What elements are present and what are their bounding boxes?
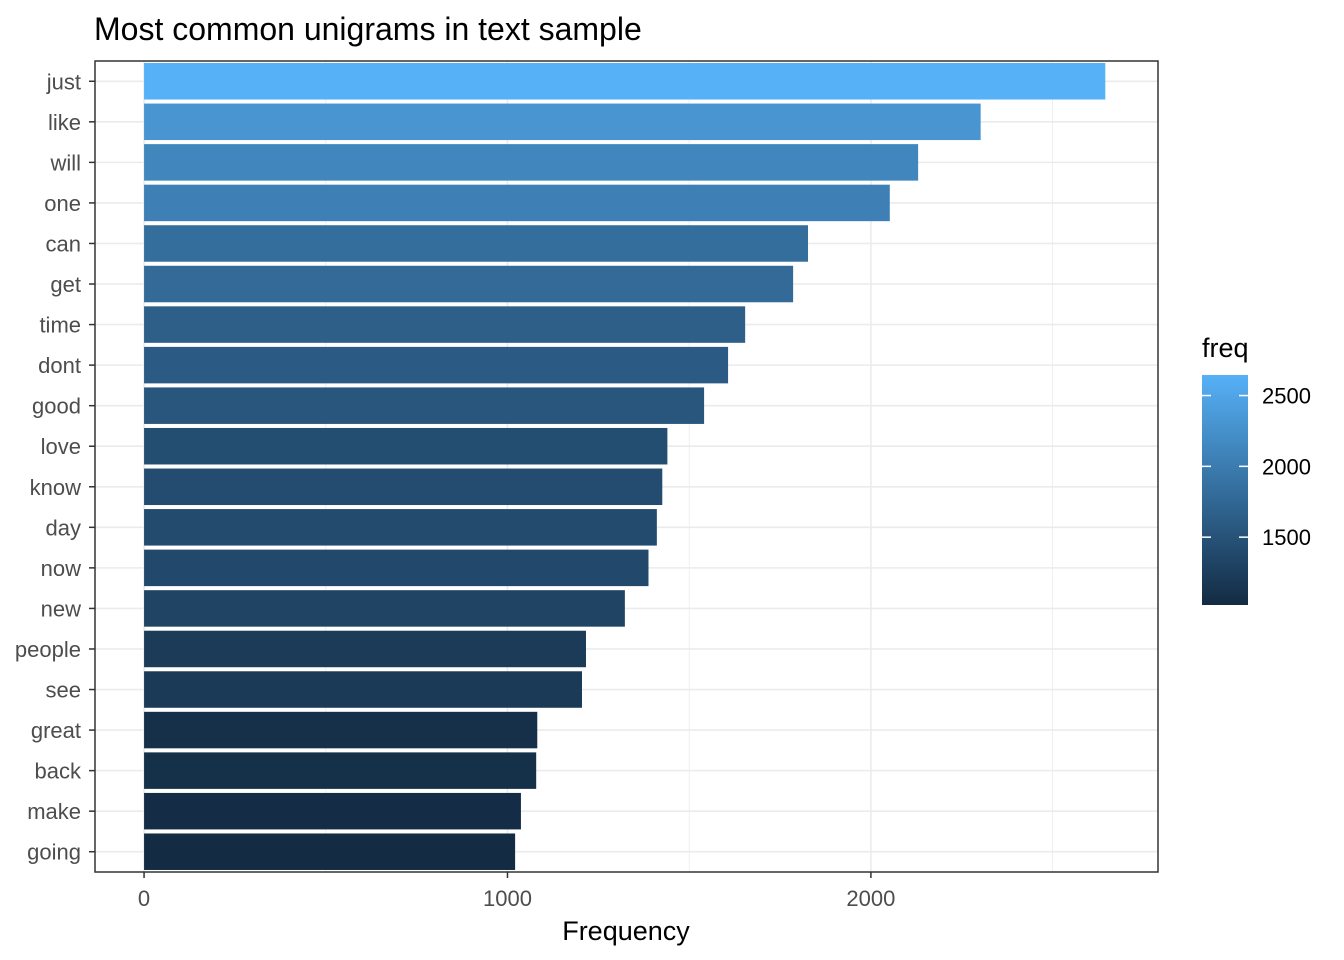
y-tick-label: can	[46, 231, 81, 256]
bar-going	[144, 833, 516, 870]
x-axis: 0 1000 2000	[138, 872, 895, 911]
bar-people	[144, 630, 586, 668]
y-tick-label: like	[48, 110, 81, 135]
y-tick-label: back	[35, 759, 82, 784]
y-tick-label: new	[41, 596, 81, 621]
bar-now	[144, 549, 649, 587]
bar-one	[144, 184, 890, 222]
y-tick-label: get	[50, 272, 81, 297]
y-tick-label: dont	[38, 353, 81, 378]
bar-back	[144, 752, 537, 789]
bar-time	[144, 306, 746, 343]
y-tick-label: day	[46, 515, 81, 540]
x-tick-label: 1000	[483, 886, 532, 911]
grid-lines	[95, 61, 1158, 872]
y-tick-label: just	[46, 69, 81, 94]
bar-can	[144, 225, 809, 262]
y-tick-label: love	[41, 434, 81, 459]
legend-colorbar	[1202, 375, 1248, 605]
bars	[144, 63, 1106, 870]
y-tick-label: great	[31, 718, 81, 743]
x-tick-label: 0	[138, 886, 150, 911]
plot-panel-border	[94, 60, 1159, 873]
bar-good	[144, 387, 705, 424]
y-tick-label: people	[15, 637, 81, 662]
y-tick-label: now	[41, 556, 81, 581]
bar-know	[144, 468, 663, 506]
y-tick-label: good	[32, 394, 81, 419]
legend-tick-label: 1500	[1262, 525, 1311, 550]
bar-see	[144, 671, 582, 708]
y-axis: just like will one can get time dont good love kno…	[15, 69, 95, 865]
y-tick-label: see	[46, 678, 81, 703]
y-tick-label: going	[27, 840, 81, 865]
chart-title: Most common unigrams in text sample	[94, 11, 642, 47]
bar-new	[144, 590, 625, 627]
bar-get	[144, 265, 794, 303]
x-axis-title: Frequency	[562, 916, 690, 946]
y-tick-label: make	[27, 799, 81, 824]
bar-great	[144, 711, 538, 749]
legend-tick-label: 2500	[1262, 384, 1311, 409]
y-tick-label: will	[49, 150, 81, 175]
bar-like	[144, 103, 981, 141]
bar-just	[144, 63, 1106, 100]
legend-tick-label: 2000	[1262, 454, 1311, 479]
y-tick-label: know	[30, 475, 81, 500]
bar-dont	[144, 346, 729, 384]
bar-will	[144, 144, 919, 181]
y-tick-label: time	[39, 313, 81, 338]
y-tick-label: one	[44, 191, 81, 216]
legend-title: freq	[1202, 333, 1249, 363]
legend: freq 1500 2000 2500	[1202, 333, 1311, 605]
bar-love	[144, 427, 668, 465]
bar-day	[144, 509, 657, 546]
x-tick-label: 2000	[846, 886, 895, 911]
bar-make	[144, 792, 521, 830]
